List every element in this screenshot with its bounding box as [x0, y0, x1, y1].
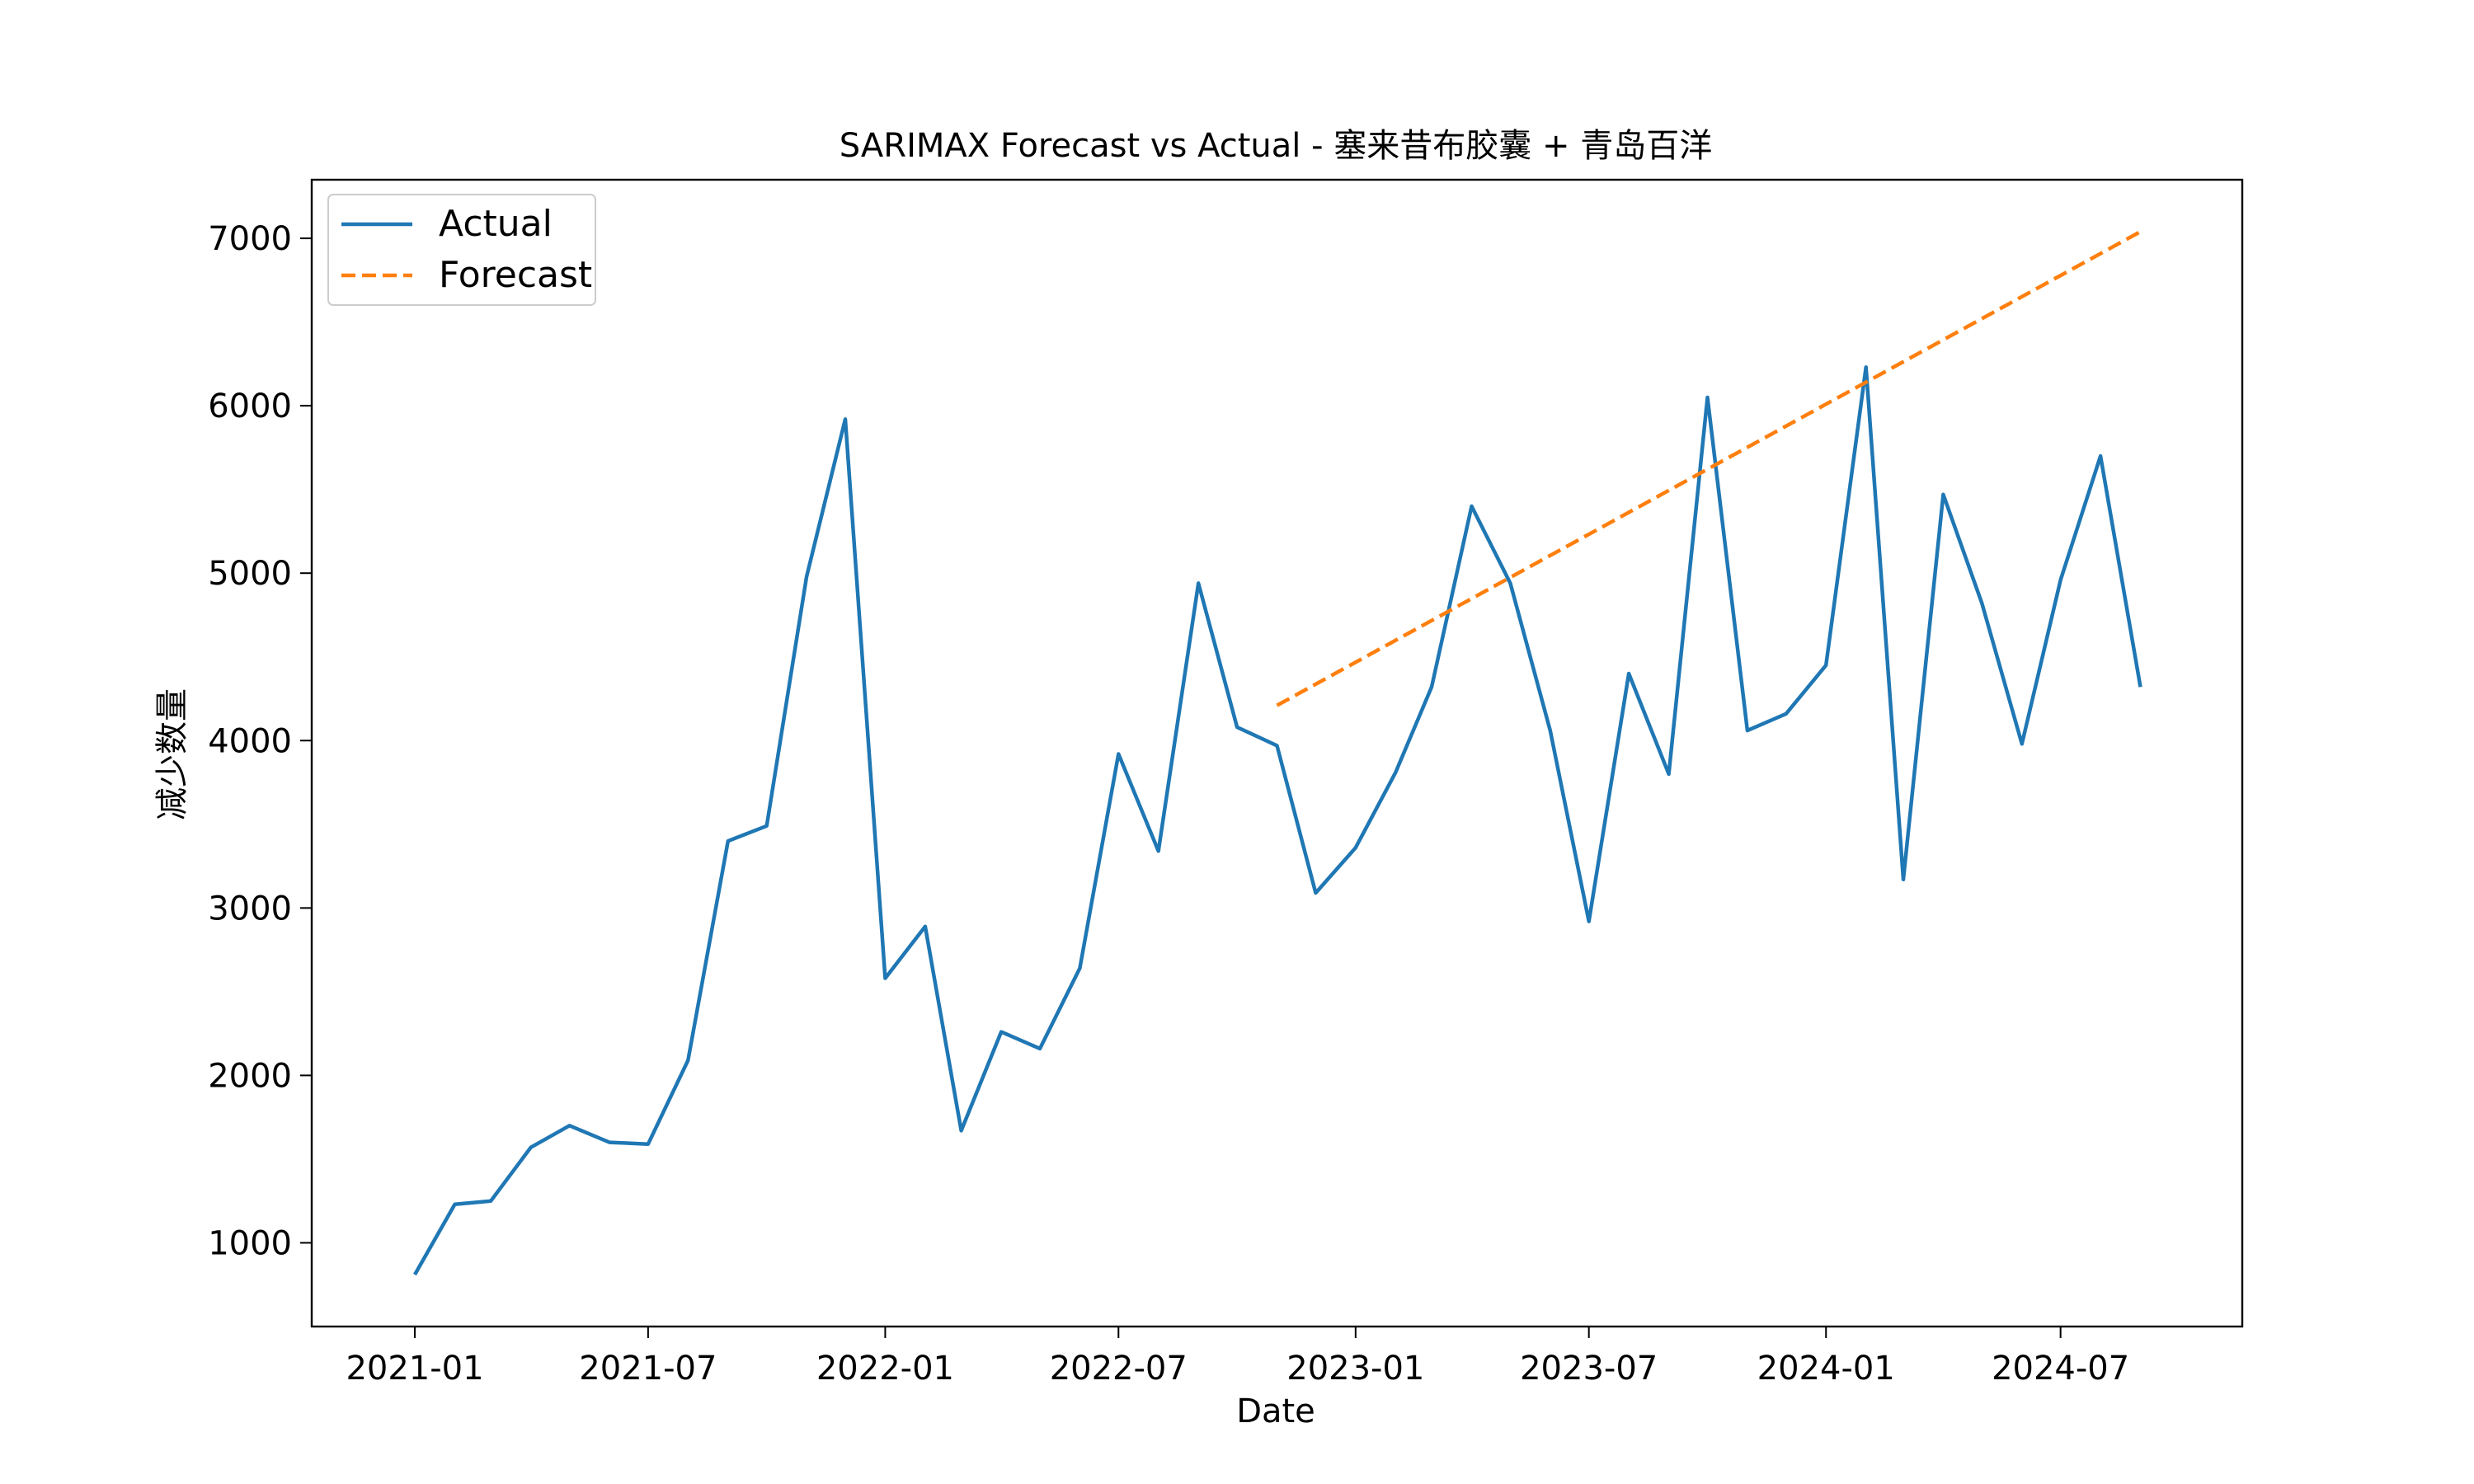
y-tick-label: 7000 — [208, 220, 292, 258]
y-axis-title: 减少数量 — [153, 688, 191, 820]
y-axis: 1000 2000 3000 4000 5000 6000 7000 — [208, 220, 312, 1262]
x-tick-label: 2023-01 — [1286, 1350, 1424, 1388]
x-tick-label: 2021-07 — [579, 1350, 717, 1388]
legend: Actual Forecast — [327, 194, 596, 306]
x-tick-label: 2022-01 — [816, 1350, 954, 1388]
legend-label-actual: Actual — [439, 203, 553, 245]
plot-frame — [310, 178, 2244, 1328]
series-layer — [413, 230, 2142, 1276]
y-tick-label: 2000 — [208, 1057, 292, 1095]
x-tick-label: 2023-07 — [1520, 1350, 1658, 1388]
x-tick-label: 2024-07 — [1992, 1350, 2129, 1388]
x-tick-label: 2021-01 — [346, 1350, 483, 1388]
y-tick-label: 4000 — [208, 722, 292, 760]
chart-title: SARIMAX Forecast vs Actual - 塞来昔布胶囊 + 青岛… — [840, 127, 1712, 165]
y-tick-label: 5000 — [208, 555, 292, 593]
x-tick-label: 2024-01 — [1757, 1350, 1895, 1388]
y-tick-label: 1000 — [208, 1224, 292, 1262]
x-axis-title: Date — [1236, 1392, 1315, 1430]
plot-area — [310, 178, 2244, 1328]
legend-label-forecast: Forecast — [439, 254, 592, 296]
y-tick-label: 3000 — [208, 890, 292, 928]
legend-frame — [327, 194, 596, 306]
x-axis: 2021-01 2021-07 2022-01 2022-07 2023-01 2023-… — [346, 1327, 2129, 1388]
x-tick-label: 2022-07 — [1050, 1350, 1188, 1388]
y-tick-label: 6000 — [208, 387, 292, 425]
series-line-actual — [413, 365, 2142, 1276]
